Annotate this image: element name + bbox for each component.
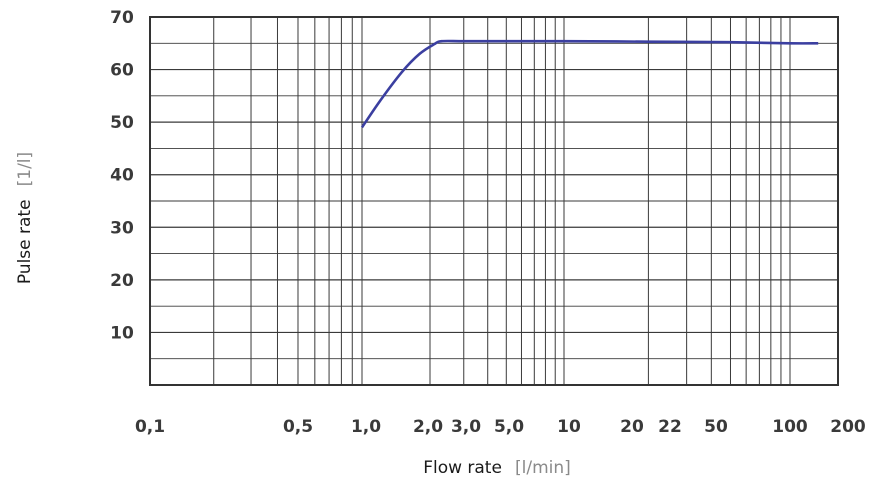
- y-tick-label: 50: [110, 113, 134, 133]
- x-axis-title: Flow rate [l/min]: [423, 458, 571, 478]
- x-tick-label: 20: [620, 417, 644, 437]
- y-tick-label: 30: [110, 218, 134, 238]
- x-tick-label: 200: [830, 417, 866, 437]
- y-tick-label: 40: [110, 166, 134, 186]
- y-axis-label: Pulse rate: [15, 199, 35, 284]
- y-tick-label: 20: [110, 271, 134, 291]
- y-tick-label: 70: [110, 8, 134, 28]
- grid-lines: [150, 17, 838, 385]
- y-axis-title: Pulse rate [1/l]: [15, 152, 35, 284]
- plot-frame: [149, 16, 839, 386]
- x-tick-label: 0,5: [283, 417, 313, 437]
- y-tick-label: 60: [110, 61, 134, 81]
- y-axis-unit: [1/l]: [15, 152, 35, 187]
- x-axis-unit: [l/min]: [515, 458, 571, 478]
- x-tick-label: 22: [658, 417, 682, 437]
- y-tick-labels: 70 60 50 40 30 20 10: [110, 8, 134, 343]
- x-tick-label: 2,0: [413, 417, 443, 437]
- x-tick-label: 3,0: [451, 417, 481, 437]
- x-tick-label: 100: [772, 417, 808, 437]
- x-tick-label: 10: [557, 417, 581, 437]
- x-tick-label: 5,0: [494, 417, 524, 437]
- x-axis-label: Flow rate: [423, 458, 502, 478]
- y-tick-label: 10: [110, 323, 134, 343]
- x-tick-label: 1,0: [351, 417, 381, 437]
- x-tick-label: 50: [704, 417, 728, 437]
- x-tick-labels: 0,1 0,5 1,0 2,0 3,0 5,0 10 20 22 50 100 200: [135, 417, 866, 437]
- series-line: [360, 39, 819, 129]
- x-tick-label: 0,1: [135, 417, 165, 437]
